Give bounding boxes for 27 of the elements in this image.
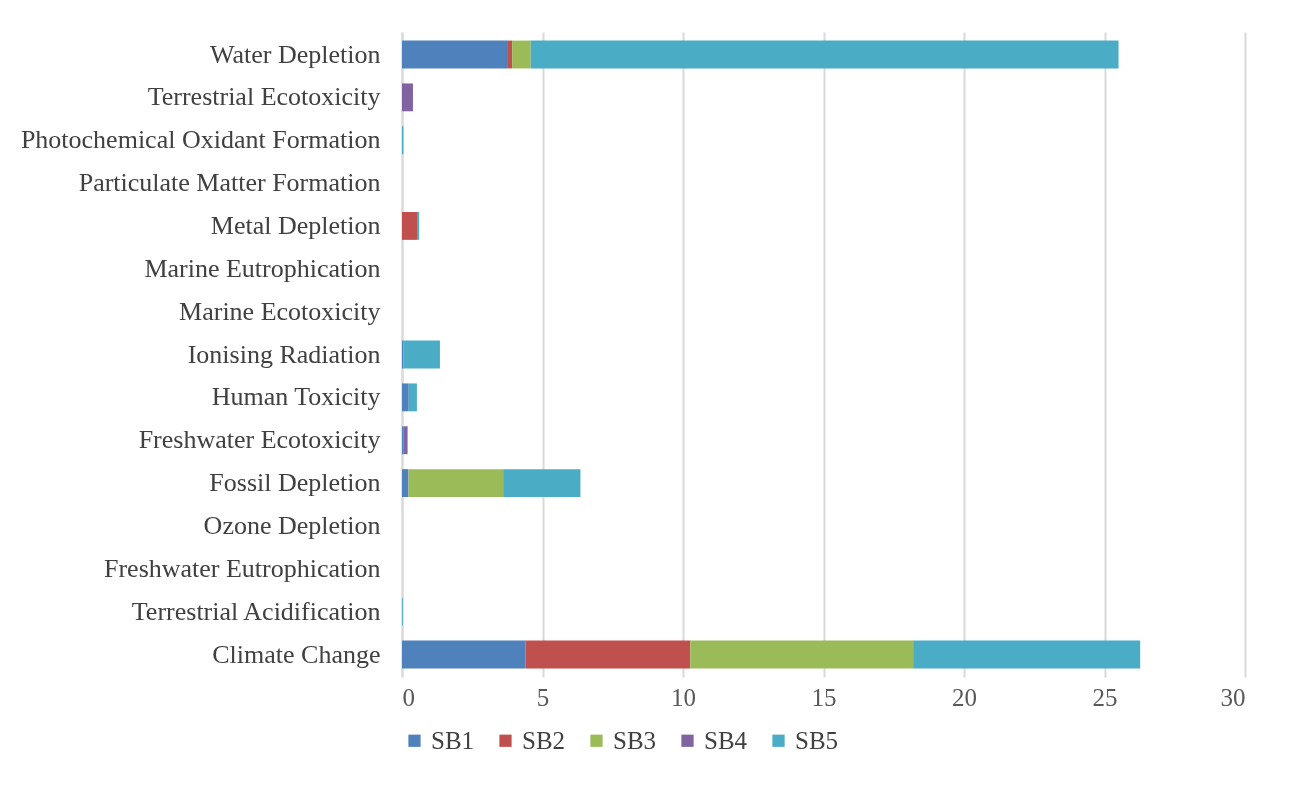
x-tick-label: 20: [952, 683, 977, 711]
legend-label: SB3: [613, 726, 657, 754]
y-tick-label: Water Depletion: [210, 39, 381, 69]
x-tick-label: 5: [536, 683, 550, 711]
y-tick-label: Climate Change: [212, 639, 381, 669]
x-tick-label: 0: [402, 683, 415, 711]
y-tick-label: Marine Ecotoxicity: [179, 296, 381, 326]
y-tick-label: Terrestrial Ecotoxicity: [147, 82, 381, 112]
y-tick-label: Ozone Depletion: [203, 510, 381, 540]
y-tick-label: Ionising Radiation: [187, 339, 381, 369]
x-tick-label: 25: [1092, 683, 1118, 711]
y-tick-label: Marine Eutrophication: [144, 253, 381, 283]
legend-label: SB4: [704, 726, 748, 754]
y-tick-label: Freshwater Ecotoxicity: [138, 425, 381, 455]
x-tick-label: 30: [1220, 683, 1246, 711]
legend-label: SB2: [522, 726, 566, 754]
legend-label: SB1: [431, 726, 475, 754]
x-tick-label: 10: [671, 683, 696, 711]
legend-label: SB5: [795, 726, 839, 754]
y-tick-label: Freshwater Eutrophication: [103, 553, 381, 583]
y-tick-label: Particulate Matter Formation: [78, 168, 381, 198]
y-tick-label: Terrestrial Acidification: [131, 596, 381, 626]
x-tick-label: 15: [811, 683, 837, 711]
y-tick-label: Photochemical Oxidant Formation: [20, 125, 381, 155]
y-tick-label: Human Toxicity: [211, 382, 381, 412]
y-tick-label: Metal Depletion: [210, 210, 381, 240]
y-tick-label: Fossil Depletion: [209, 468, 381, 498]
